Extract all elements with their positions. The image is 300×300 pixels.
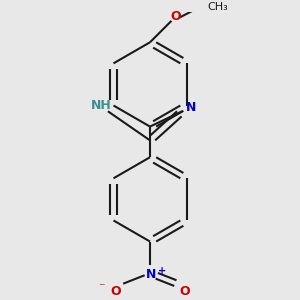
Text: NH: NH <box>91 99 112 112</box>
Text: O: O <box>170 11 181 23</box>
Text: CH₃: CH₃ <box>208 2 228 12</box>
Text: O: O <box>110 285 121 298</box>
Text: ⁻: ⁻ <box>98 281 105 294</box>
Text: O: O <box>179 285 190 298</box>
Text: N: N <box>146 268 156 281</box>
Text: N: N <box>186 101 197 114</box>
Text: +: + <box>158 266 166 276</box>
